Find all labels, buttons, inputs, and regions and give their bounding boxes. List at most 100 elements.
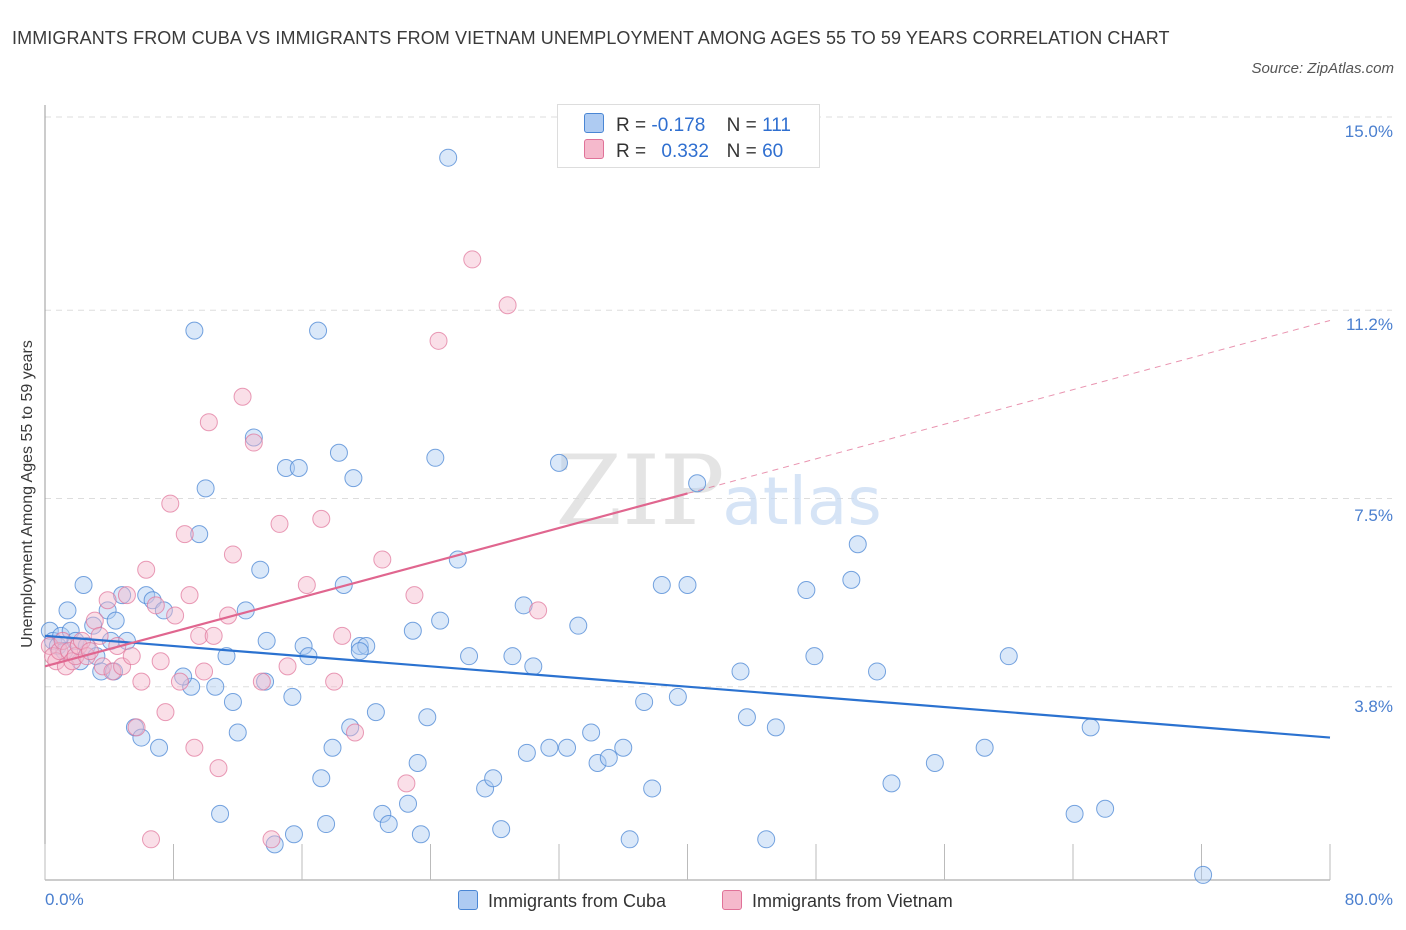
bottom-legend-swatch-vietnam (722, 890, 742, 910)
vietnam-point (312, 509, 331, 528)
cuba-point (569, 616, 588, 635)
cuba-point (284, 825, 303, 844)
cuba-point (868, 662, 887, 681)
legend-r-label: R = (616, 141, 647, 162)
cuba-point (635, 692, 654, 711)
vietnam-point (233, 387, 252, 406)
vietnam-point (80, 642, 99, 661)
vietnam-point (333, 626, 352, 645)
cuba-point (678, 575, 697, 594)
cuba-point (411, 825, 430, 844)
vietnam-point (161, 494, 180, 513)
bottom-legend-cuba: Immigrants from Cuba (458, 890, 666, 912)
cuba-point (58, 601, 77, 620)
cuba-point (766, 718, 785, 737)
cuba-point (1081, 718, 1100, 737)
legend-swatch-cuba (584, 113, 604, 133)
cuba-point (731, 662, 750, 681)
vietnam-point (223, 545, 242, 564)
cuba-point (206, 677, 225, 696)
vietnam-point (142, 830, 161, 849)
vietnam-point (297, 575, 316, 594)
vietnam-point (93, 657, 112, 676)
cuba-point (688, 474, 707, 493)
cuba-point (652, 575, 671, 594)
axes (44, 105, 1331, 881)
vietnam-point (103, 662, 122, 681)
vietnam-point (117, 586, 136, 605)
cuba-point (289, 458, 308, 477)
vietnam-point (127, 718, 146, 737)
cuba-point (329, 443, 348, 462)
cuba-point (185, 321, 204, 340)
cuba-point (312, 769, 331, 788)
cuba-point (540, 738, 559, 757)
cuba-point (588, 754, 607, 773)
vietnam-point (244, 433, 263, 452)
vietnam-point (529, 601, 548, 620)
cuba-point (309, 321, 328, 340)
vietnam-point (190, 626, 209, 645)
cuba-point (379, 815, 398, 834)
cuba-point (925, 754, 944, 773)
legend-n-label: N = (726, 115, 757, 136)
cuba-point (113, 586, 132, 605)
cuba-point (265, 835, 284, 854)
cuba-point (842, 570, 861, 589)
y-tick-label: 15.0% (1344, 122, 1393, 141)
vietnam-point (166, 606, 185, 625)
vietnam-point (122, 647, 141, 666)
y-tick-label: 11.2% (1346, 315, 1393, 334)
cuba-point (1194, 865, 1213, 884)
vietnam-point (278, 657, 297, 676)
grid-lines (45, 116, 1392, 688)
cuba-point (418, 708, 437, 727)
cuba-point (399, 794, 418, 813)
cuba-point (643, 779, 662, 798)
legend-r-label: R = (616, 115, 647, 136)
cuba-point (350, 642, 369, 661)
cuba-point (350, 637, 369, 656)
cuba-point (757, 830, 776, 849)
trend-line-vietnam-extension (687, 319, 1331, 494)
cuba-point (431, 611, 450, 630)
vietnam-point (175, 525, 194, 544)
cuba-point (737, 708, 756, 727)
cuba-point (150, 738, 169, 757)
legend-n-label: N = (726, 141, 757, 162)
vietnam-point (156, 703, 175, 722)
cuba-point (223, 692, 242, 711)
cuba-point (106, 611, 125, 630)
cuba-point (196, 479, 215, 498)
vietnam-point (199, 413, 218, 432)
vietnam-point (209, 759, 228, 778)
cuba-point (524, 657, 543, 676)
legend-n-value: 60 (762, 141, 784, 162)
cuba-point (228, 723, 247, 742)
trend-line-vietnam (44, 492, 688, 668)
cuba-point (74, 575, 93, 594)
trend-line-cuba (44, 634, 1331, 739)
cuba-point (190, 525, 209, 544)
cuba-point (797, 581, 816, 600)
vietnam-point (373, 550, 392, 569)
legend-r-value: -0.178 (651, 115, 706, 136)
cuba-point (66, 631, 85, 650)
cuba-point (257, 631, 276, 650)
legend-r-value: 0.332 (661, 141, 709, 162)
vietnam-point (270, 514, 289, 533)
bottom-legend-label-vietnam: Immigrants from Vietnam (752, 891, 953, 911)
cuba-point (366, 703, 385, 722)
chart-title: IMMIGRANTS FROM CUBA VS IMMIGRANTS FROM … (12, 28, 1170, 48)
cuba-point (1096, 799, 1115, 818)
vietnam-point (98, 591, 117, 610)
cuba-point (558, 738, 577, 757)
cuba-point (460, 647, 479, 666)
cuba-point (283, 687, 302, 706)
x-tick-label: 0.0% (45, 890, 84, 909)
vietnam-point (195, 662, 214, 681)
series-vietnam-points (40, 250, 548, 849)
legend-n-value: 111 (762, 115, 791, 136)
vietnam-point (262, 830, 281, 849)
